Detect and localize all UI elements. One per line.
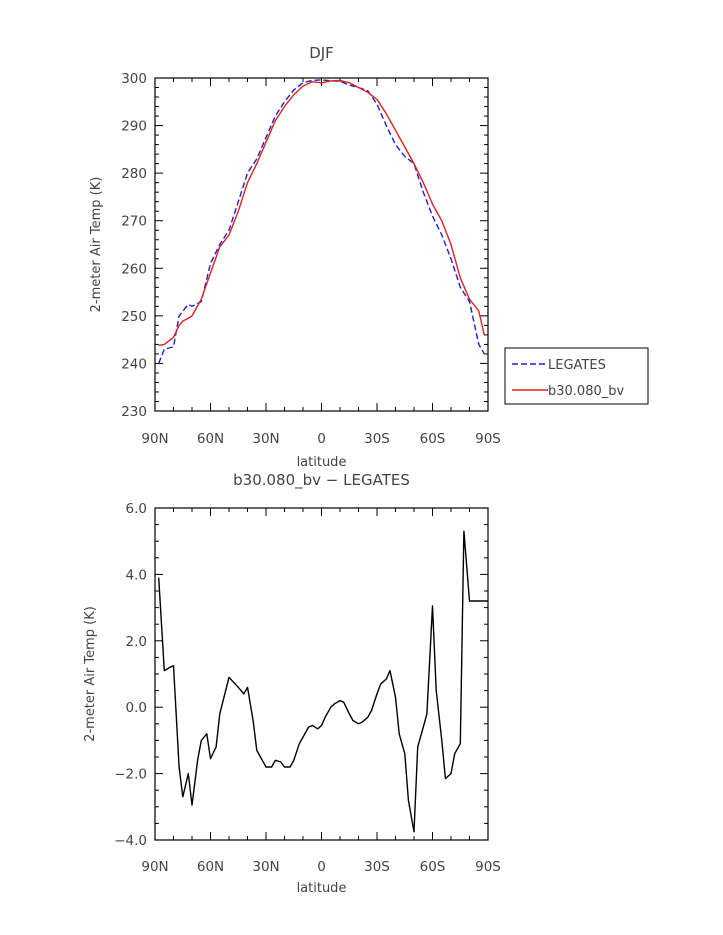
series-line-legates <box>158 79 485 364</box>
plot-frame <box>154 507 489 841</box>
x-tick-label: 60N <box>197 431 224 447</box>
x-axis-label: latitude <box>297 455 347 470</box>
y-tick-label: −4.0 <box>114 833 147 849</box>
y-tick-label: 290 <box>121 119 147 135</box>
chart-title: DJF <box>309 44 334 62</box>
x-tick-label: 0 <box>317 431 326 447</box>
y-tick-label: 240 <box>121 356 147 372</box>
x-tick-label: 60S <box>420 431 446 447</box>
x-tick-label: 30N <box>252 859 279 875</box>
y-tick-label: 260 <box>121 261 147 277</box>
x-tick-label: 30N <box>252 431 279 447</box>
x-tick-label: 90S <box>475 431 501 447</box>
x-tick-label: 90S <box>475 859 501 875</box>
legend-label: LEGATES <box>548 358 606 373</box>
chart-panel-1: DJF 90N 60N 30N 0 30S 60S 90S 230 240 250 260 270 280… <box>89 44 501 470</box>
legend: LEGATES b30.080_bv <box>504 347 649 405</box>
y-tick-label: 250 <box>121 309 147 325</box>
y-tick-label: 4.0 <box>126 567 147 583</box>
y-tick-label: 270 <box>121 214 147 230</box>
series-line-b30-080-bv <box>158 79 485 347</box>
x-tick-label: 30S <box>364 431 390 447</box>
x-tick-label: 90N <box>141 859 168 875</box>
y-tick-label: 230 <box>121 404 147 420</box>
y-axis-label: 2-meter Air Temp (K) <box>83 606 98 742</box>
plot-frame <box>154 77 489 412</box>
legend-box <box>504 347 649 405</box>
series-line-difference <box>158 530 488 833</box>
x-tick-label: 60S <box>420 859 446 875</box>
x-tick-label: 90N <box>141 431 168 447</box>
chart-panel-2: b30.080_bv − LEGATES 90N 60N 30N 0 30S 60S 90S −… <box>83 471 501 896</box>
x-tick-label: 0 <box>317 859 326 875</box>
y-axis-label: 2-meter Air Temp (K) <box>89 177 104 313</box>
chart-title: b30.080_bv − LEGATES <box>233 471 410 490</box>
y-tick-label: 280 <box>121 166 147 182</box>
x-tick-label: 60N <box>197 859 224 875</box>
legend-label: b30.080_bv <box>548 384 624 399</box>
x-axis-label: latitude <box>297 881 347 896</box>
y-tick-label: −2.0 <box>114 767 147 783</box>
y-tick-label: 6.0 <box>126 501 147 517</box>
y-tick-label: 300 <box>121 71 147 87</box>
y-tick-label: 0.0 <box>126 700 147 716</box>
y-tick-label: 2.0 <box>126 634 147 650</box>
x-tick-label: 30S <box>364 859 390 875</box>
